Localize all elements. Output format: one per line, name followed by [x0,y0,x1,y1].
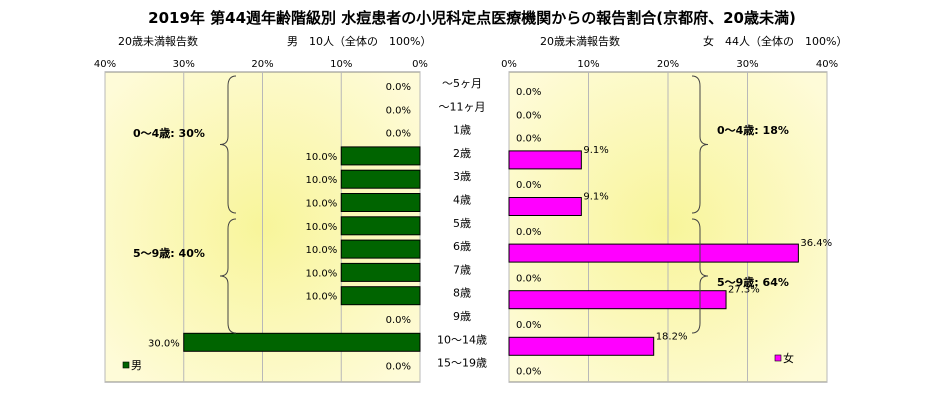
male-tick-label: 0% [412,59,428,70]
male-annotation-0-4: 0～4歳: 30% [133,126,205,140]
female-annotation-0-4: 0～4歳: 18% [717,123,789,137]
male-value-label: 0.0% [386,129,411,140]
age-group-label: 4歳 [453,194,471,207]
male-bar [340,169,421,189]
male-tick-label: 20% [251,59,273,70]
age-group-label: 9歳 [453,310,471,323]
male-value-label: 10.0% [305,199,337,210]
female-value-label: 0.0% [516,227,541,238]
male-value-label: 0.0% [386,105,411,116]
female-bar [508,150,582,170]
age-group-label: 10～14歳 [437,333,487,346]
female-bar [508,290,727,310]
male-brace-5-9 [219,218,237,334]
age-group-label: 6歳 [453,240,471,253]
female-plot: 0% 10% 20% 30% 40% 0.0% 0.0% 0.0% 9.1% 0.0% 9.1% 0.… [501,59,838,383]
male-legend-swatch [122,361,130,369]
female-tick-label: 10% [577,59,599,70]
male-bar [340,239,421,259]
female-annotation-5-9: 5～9歳: 64% [717,275,789,289]
female-tick-label: 40% [816,59,838,70]
age-group-labels: ～5ヶ月 ～11ヶ月 1歳 2歳 3歳 4歳 5歳 6歳 7歳 8歳 9歳 10～14歳 15～19歳 [437,77,487,370]
age-group-label: 5歳 [453,217,471,230]
male-bar [340,262,421,282]
male-tick-label: 40% [94,59,116,70]
male-brace-0-4 [219,75,237,214]
female-header-left: 20歳未満報告数 [540,35,620,48]
male-value-label: 0.0% [386,315,411,326]
age-group-label: 15～19歳 [437,357,487,370]
female-value-label: 0.0% [516,320,541,331]
male-tick-label: 30% [173,59,195,70]
male-value-label: 10.0% [305,245,337,256]
male-value-label: 30.0% [148,338,180,349]
female-value-label: 0.0% [516,367,541,378]
male-header-right: 男 10人（全体の 100%） [287,34,431,48]
chart-title: 2019年 第44週年齢階級別 水痘患者の小児科定点医療機関からの報告割合(京都… [148,9,796,27]
male-value-label: 10.0% [305,292,337,303]
female-legend-label: 女 [783,351,794,365]
age-group-label: 1歳 [453,124,471,137]
age-group-label: ～5ヶ月 [442,77,482,90]
female-tick-label: 20% [657,59,679,70]
female-value-label: 0.0% [516,110,541,121]
female-bar [508,336,655,356]
male-value-label: 10.0% [305,152,337,163]
female-bar [508,243,799,263]
female-value-label: 0.0% [516,87,541,98]
female-value-label: 27.3% [728,285,760,296]
male-value-label: 10.0% [305,175,337,186]
female-bar [508,197,582,216]
male-legend-label: 男 [131,359,142,372]
female-value-label: 0.0% [516,180,541,191]
male-value-label: 10.0% [305,268,337,279]
male-annotation-5-9: 5～9歳: 40% [133,246,205,260]
male-bar [183,332,421,352]
male-plot: 40% 30% 20% 10% 0% 0.0% 0.0% 0.0% 10.0% 10.0% 10.0… [94,59,428,383]
female-value-label: 36.4% [800,238,832,249]
female-value-label: 9.1% [583,145,608,156]
male-bar [340,193,421,212]
female-value-label: 18.2% [656,331,688,342]
female-header-right: 女 44人（全体の 100%） [703,34,847,48]
male-bar [340,216,421,236]
male-header-left: 20歳未満報告数 [118,35,198,48]
age-group-label: 7歳 [453,263,471,276]
male-tick-label: 10% [330,59,352,70]
female-value-label: 0.0% [516,273,541,284]
female-brace-0-4 [691,75,709,214]
male-bar [340,146,421,166]
age-group-label: 2歳 [453,147,471,160]
female-legend-swatch [774,354,782,362]
female-brace-5-9 [691,218,709,334]
female-value-label: 0.0% [516,134,541,145]
male-value-label: 0.0% [386,82,411,93]
age-group-label: 3歳 [453,170,471,183]
male-value-label: 0.0% [386,362,411,373]
female-tick-label: 30% [736,59,758,70]
female-value-label: 9.1% [583,192,608,203]
male-bar [340,286,421,306]
age-group-label: ～11ヶ月 [439,100,486,113]
male-value-label: 10.0% [305,222,337,233]
female-tick-label: 0% [501,59,517,70]
age-group-label: 8歳 [453,287,471,300]
